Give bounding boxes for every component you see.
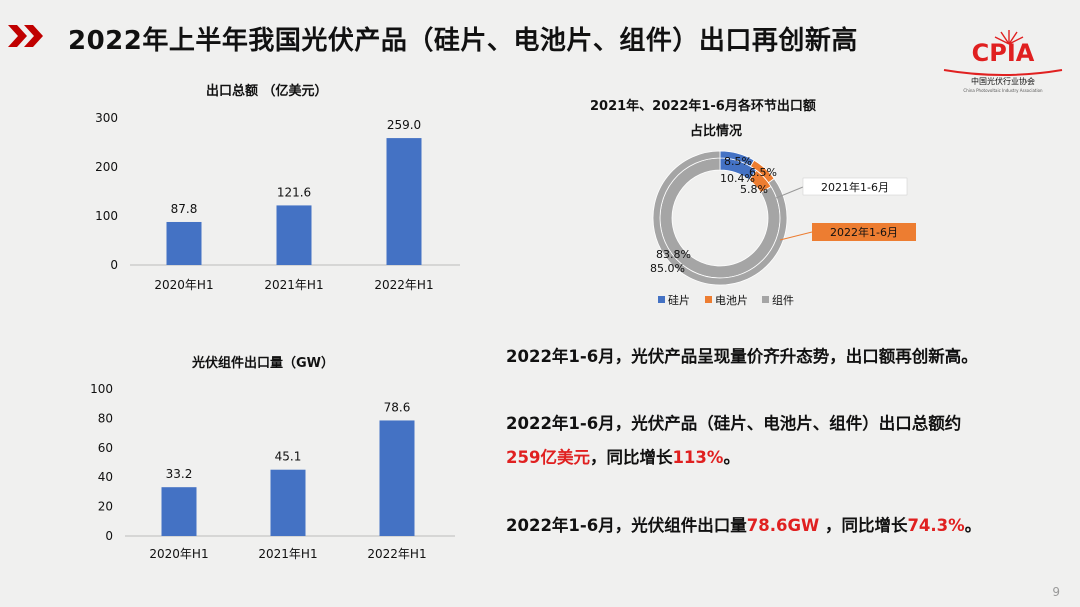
donut-title-line1: 2021年、2022年1-6月各环节出口额 <box>590 99 816 114</box>
slice-label: 83.8% <box>656 248 691 261</box>
legend-swatch <box>762 296 769 303</box>
x-tick-label: 2020年H1 <box>149 547 208 561</box>
y-tick-label: 0 <box>105 529 113 543</box>
export-growth-value: 113% <box>672 448 724 467</box>
y-tick-label: 300 <box>95 111 118 125</box>
callout-line <box>775 186 804 199</box>
donut-slice <box>652 150 788 286</box>
x-tick-label: 2021年H1 <box>264 278 323 292</box>
logo-text: CPIA <box>972 39 1035 67</box>
cpia-logo: CPIA 中国光伏行业协会 China Photovoltaic Industr… <box>938 28 1068 94</box>
module-growth-value: 74.3% <box>907 516 965 535</box>
legend-label: 电池片 <box>715 294 748 307</box>
page-number: 9 <box>1052 585 1060 599</box>
slice-label: 5.8% <box>740 183 768 196</box>
summary-line-4: 2022年1-6月，光伏组件出口量78.6GW ，同比增长74.3%。 <box>506 516 982 535</box>
y-tick-label: 80 <box>98 411 113 425</box>
bar <box>379 420 415 536</box>
legend-label: 组件 <box>772 293 794 307</box>
data-label: 121.6 <box>277 185 311 199</box>
data-label: 33.2 <box>166 467 193 481</box>
series-label-2021: 2021年1-6月 <box>821 180 889 194</box>
bar <box>276 205 312 265</box>
donut-title-line2: 占比情况 <box>690 124 743 139</box>
y-tick-label: 200 <box>95 160 118 174</box>
y-tick-label: 100 <box>90 382 113 396</box>
y-tick-label: 100 <box>95 209 118 223</box>
slice-label: 6.5% <box>749 166 777 179</box>
slice-label: 10.4% <box>720 172 755 185</box>
module-export-volume-bar-chart: 0 20 40 60 80 100 33.2 2020年H1 45.1 2021年H1 78.6 20… <box>90 382 455 561</box>
chevron-right-icon <box>8 25 43 47</box>
export-share-donut-chart: 8.5%6.5%10.4%5.8% 83.8%85.0% 2021年1-6月 2022… <box>650 150 916 307</box>
legend-swatch <box>705 296 712 303</box>
data-label: 78.6 <box>384 400 411 414</box>
bar <box>161 487 197 536</box>
summary-line-3: 259亿美元，同比增长113%。 <box>506 448 740 467</box>
bar <box>166 221 202 265</box>
x-tick-label: 2021年H1 <box>258 547 317 561</box>
module-volume-value: 78.6GW <box>746 516 820 535</box>
page-title: 2022年上半年我国光伏产品（硅片、电池片、组件）出口再创新高 <box>68 26 858 56</box>
logo-cn-name: 中国光伏行业协会 <box>971 76 1035 86</box>
callout-box <box>812 223 916 241</box>
chart2-title: 光伏组件出口量（GW） <box>192 356 335 371</box>
legend-label: 硅片 <box>668 294 690 307</box>
callout-box <box>802 177 908 196</box>
summary-line-2: 2022年1-6月，光伏产品（硅片、电池片、组件）出口总额约 <box>506 414 962 433</box>
chart1-title: 出口总额 （亿美元） <box>206 84 328 99</box>
callout-line <box>779 231 813 241</box>
y-tick-label: 40 <box>98 470 113 484</box>
bar <box>270 469 306 536</box>
slice-label: 85.0% <box>650 262 685 275</box>
export-total-value: 259亿美元 <box>506 448 590 467</box>
slice-label: 8.5% <box>724 155 752 168</box>
y-tick-label: 0 <box>110 258 118 272</box>
data-label: 45.1 <box>275 450 302 464</box>
data-label: 259.0 <box>387 118 421 132</box>
bar <box>386 138 422 265</box>
y-tick-label: 60 <box>98 441 113 455</box>
series-label-2022: 2022年1-6月 <box>830 225 898 239</box>
x-tick-label: 2020年H1 <box>154 278 213 292</box>
export-value-bar-chart: 0 100 200 300 87.8 2020年H1 121.6 2021年H1 259.0 20… <box>95 111 460 292</box>
y-tick-label: 20 <box>98 500 113 514</box>
logo-en-name: China Photovoltaic Industry Association <box>963 88 1043 93</box>
summary-line-1: 2022年1-6月，光伏产品呈现量价齐升态势，出口额再创新高。 <box>506 347 978 366</box>
x-tick-label: 2022年H1 <box>367 547 426 561</box>
legend-swatch <box>658 296 665 303</box>
data-label: 87.8 <box>171 202 198 216</box>
x-tick-label: 2022年H1 <box>374 278 433 292</box>
